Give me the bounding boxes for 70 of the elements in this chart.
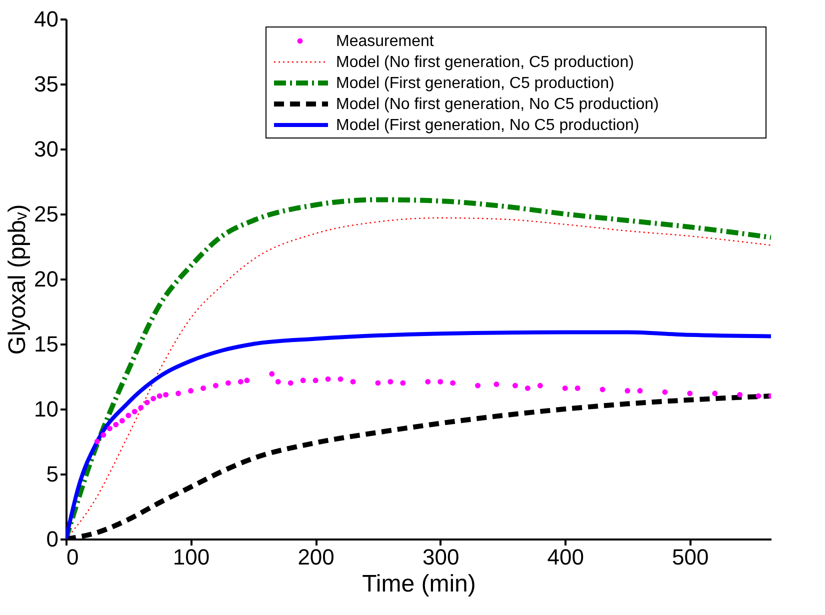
point [176,390,182,396]
point [512,382,518,388]
point [106,426,112,432]
point [425,378,431,384]
point [288,380,294,386]
point [119,418,125,424]
point [756,393,762,399]
point [163,392,169,398]
y-tick-label: 5 [46,462,58,486]
point [600,386,606,392]
point [338,376,344,382]
point [637,388,643,394]
legend-label: Model (No first generation, C5 production) [336,54,634,71]
point [212,382,218,388]
point [450,380,456,386]
y-axis-title: Glyoxal (ppbᵥ) [4,204,32,355]
point [244,378,250,384]
point [94,438,100,444]
point [524,385,530,391]
point [537,382,543,388]
x-tick-label: 0 [66,544,79,570]
point [712,390,718,396]
point [737,392,743,398]
y-tick-label: 20 [34,266,58,292]
point [574,385,580,391]
point [188,388,194,394]
legend-label: Model (No first generation, No C5 production) [336,96,659,113]
point [350,378,356,384]
point [687,390,693,396]
legend-label: Measurement [336,33,434,50]
point [312,378,318,384]
point [562,385,568,391]
x-axis-title: Time (min) [362,570,476,598]
x-tick-label: 500 [672,544,709,570]
point [662,389,668,395]
point [132,408,138,414]
point [325,376,331,382]
point [200,385,206,391]
x-tick-label: 100 [172,544,210,570]
point [375,380,381,386]
point [238,378,244,384]
point [225,380,231,386]
y-tick-label: 10 [34,396,58,422]
point [438,378,444,384]
y-tick-label: 30 [34,136,58,162]
y-tick-label: 0 [46,526,58,552]
point [388,378,394,384]
x-tick-label: 300 [422,544,460,570]
point [475,382,481,388]
point [300,378,306,384]
point [100,432,106,438]
point [150,396,156,402]
legend-label: Model (First generation, C5 production) [336,75,614,92]
x-tick-label: 400 [547,544,584,570]
point [275,378,281,384]
y-tick-label: 25 [34,202,58,226]
x-tick-label: 200 [298,544,334,570]
y-tick-label: 35 [34,72,58,96]
point [138,404,144,410]
point [624,388,630,394]
point [494,382,500,388]
y-tick-label: 40 [34,6,58,32]
legend-label: Model (First generation, No C5 production) [336,117,640,134]
point [269,371,275,377]
y-tick-label: 15 [34,332,58,356]
point [156,393,162,399]
point [126,412,132,418]
point [113,422,119,428]
point [400,380,406,386]
point [144,400,150,406]
